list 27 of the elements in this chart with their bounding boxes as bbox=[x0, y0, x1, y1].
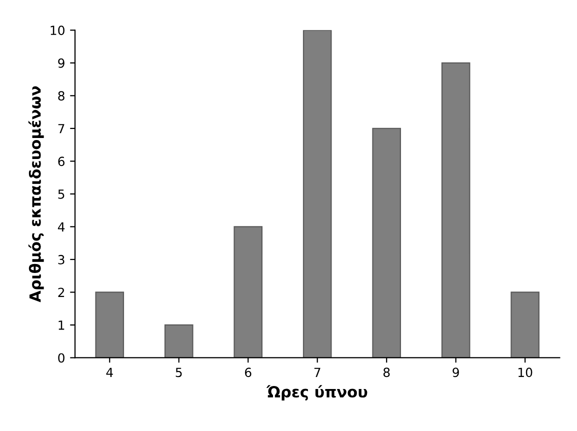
x-tick-label: 7 bbox=[314, 368, 320, 377]
y-tick-label: 9 bbox=[58, 58, 64, 68]
bar bbox=[164, 324, 194, 358]
bar bbox=[372, 128, 401, 358]
y-tick-label: 1 bbox=[58, 320, 64, 330]
x-tick-label: 5 bbox=[176, 368, 182, 378]
x-tick-label: 4 bbox=[106, 368, 113, 377]
x-tick-label: 6 bbox=[245, 368, 252, 378]
x-tick-label: 8 bbox=[383, 368, 390, 378]
y-tick-label: 7 bbox=[58, 124, 64, 134]
y-tick-label: 4 bbox=[58, 222, 65, 232]
y-axis-title: Αριθμός εκπαιδευομένων bbox=[28, 86, 44, 302]
y-tick-label: 8 bbox=[58, 91, 64, 101]
bar bbox=[510, 292, 540, 358]
bar bbox=[441, 62, 470, 358]
x-axis-title: Ώρες ύπνου bbox=[266, 385, 368, 401]
y-tick-label: 2 bbox=[58, 288, 64, 297]
y-tick-label: 0 bbox=[58, 353, 64, 363]
x-tick-label: 10 bbox=[518, 368, 532, 378]
y-tick-label: 6 bbox=[58, 156, 64, 166]
y-tick-label: 3 bbox=[58, 254, 64, 264]
y-tick-label: 5 bbox=[58, 190, 64, 199]
bar bbox=[234, 226, 263, 358]
x-tick-label: 9 bbox=[452, 368, 459, 378]
bar bbox=[302, 30, 332, 358]
bar bbox=[95, 292, 124, 358]
y-tick-label: 10 bbox=[50, 26, 64, 36]
